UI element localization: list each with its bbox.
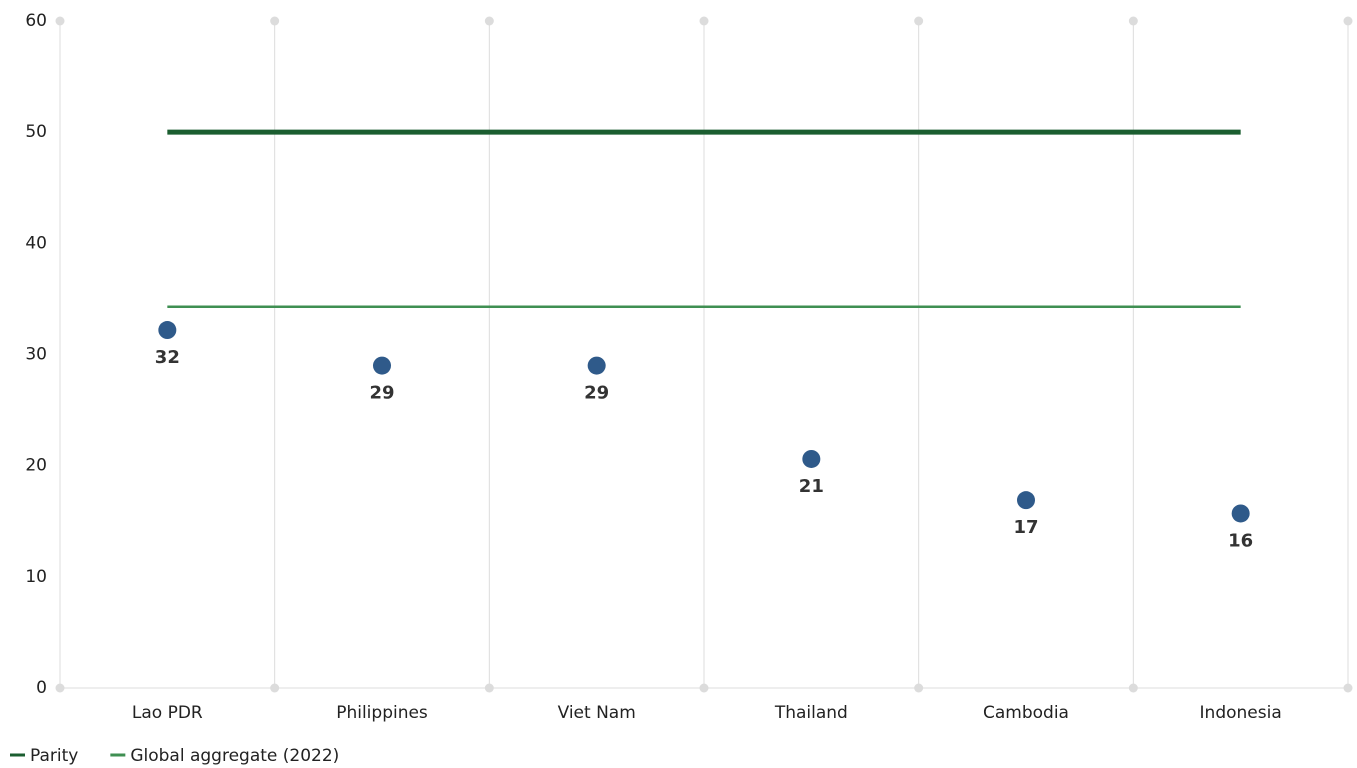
band-dot bbox=[55, 16, 65, 26]
band-dot bbox=[699, 16, 709, 26]
legend-label: Global aggregate (2022) bbox=[130, 746, 339, 766]
x-tick-label: Viet Nam bbox=[558, 703, 636, 723]
band-dot bbox=[1128, 16, 1138, 26]
value-label: 32 bbox=[155, 347, 180, 368]
x-tick-label: Philippines bbox=[336, 703, 428, 723]
value-label: 29 bbox=[584, 383, 609, 404]
value-label: 21 bbox=[799, 476, 824, 497]
dot bbox=[802, 449, 821, 468]
x-tick-label: Indonesia bbox=[1200, 703, 1282, 723]
x-tick-label: Thailand bbox=[774, 703, 848, 723]
value-label: 17 bbox=[1013, 517, 1038, 538]
dot bbox=[373, 356, 391, 375]
value-label: 29 bbox=[369, 383, 394, 404]
dot bbox=[158, 321, 177, 340]
band-dot bbox=[914, 16, 924, 26]
y-tick-label: 10 bbox=[25, 567, 47, 587]
x-tick-label: Cambodia bbox=[983, 703, 1069, 723]
dot bbox=[1231, 504, 1250, 523]
band-dot bbox=[270, 16, 280, 26]
y-tick-label: 30 bbox=[25, 345, 47, 365]
legend-label: Parity bbox=[30, 746, 78, 766]
dot bbox=[1017, 491, 1035, 510]
x-tick-label: Lao PDR bbox=[132, 703, 203, 723]
y-tick-label: 60 bbox=[25, 11, 47, 31]
y-tick-label: 0 bbox=[36, 678, 47, 698]
band-dot bbox=[484, 16, 494, 26]
y-tick-label: 50 bbox=[25, 122, 47, 142]
band-dot bbox=[1343, 16, 1353, 26]
value-label: 16 bbox=[1228, 530, 1253, 551]
dot bbox=[587, 356, 606, 375]
y-tick-label: 40 bbox=[25, 233, 47, 253]
y-tick-label: 20 bbox=[25, 456, 47, 476]
